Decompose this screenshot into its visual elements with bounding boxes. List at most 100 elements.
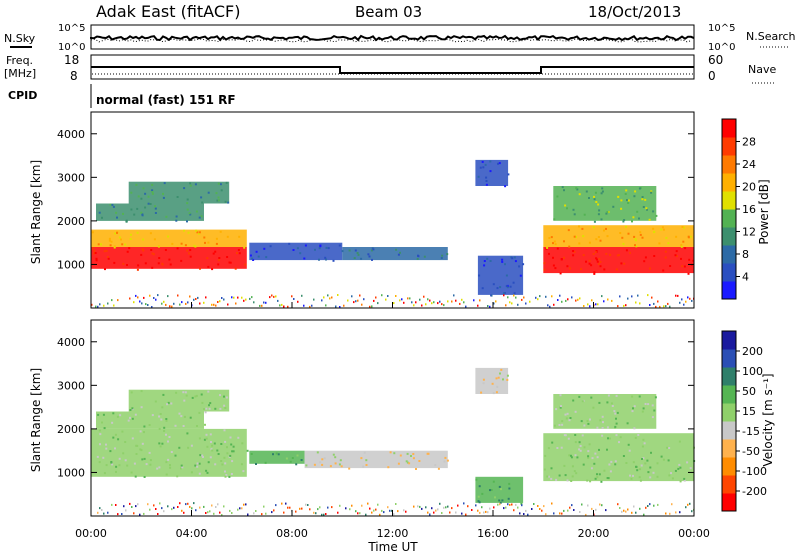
ground-scatter-cell [365,513,367,516]
scatter-cell [555,478,558,481]
scatter-cell [340,465,343,468]
ground-scatter-cell [147,304,149,306]
ground-scatter-cell [573,509,575,511]
scatter-cell [102,456,105,459]
ground-scatter-cell [463,301,465,304]
scatter-cell [614,425,617,428]
scatter-cell [614,412,617,415]
scatter-cell [103,427,106,430]
ground-scatter-cell [153,297,155,299]
scatter-cell [134,413,137,416]
scatter-cell [674,254,677,257]
ground-scatter-cell [683,303,685,306]
scatter-cell [107,257,110,260]
ground-scatter-cell [557,299,559,301]
x-tick-label: 08:00 [276,527,308,540]
ground-scatter-cell [633,505,635,508]
scatter-region [304,450,448,469]
scatter-cell [236,252,238,254]
scatter-cell [614,463,617,466]
scatter-cell [115,470,117,473]
scatter-cell [408,462,411,465]
scatter-cell [644,462,647,465]
scatter-cell [566,207,568,210]
scatter-cell [633,405,636,408]
scatter-cell [587,422,590,425]
ground-scatter-cell [691,299,693,302]
scatter-cell [98,461,101,464]
ground-scatter-cell [211,303,213,306]
scatter-cell [664,250,667,253]
scatter-cell [183,229,186,232]
scatter-cell [130,391,133,394]
scatter-cell [566,412,569,415]
scatter-cell [597,263,600,266]
scatter-cell [607,437,609,440]
scatter-cell [480,391,483,394]
scatter-cell [578,225,580,228]
scatter-cell [200,196,203,199]
ground-scatter-cell [505,304,507,307]
scatter-cell [653,255,656,257]
scatter-cell [613,410,616,413]
velocity-colorbar-swatch [722,421,736,440]
ground-scatter-cell [457,504,459,507]
scatter-cell [161,406,164,409]
scatter-cell [615,268,618,271]
scatter-cell [139,448,142,451]
ground-scatter-cell [349,508,351,511]
scatter-cell [513,292,516,295]
scatter-cell [505,285,508,288]
scatter-cell [501,260,504,263]
scatter-cell [656,462,659,465]
ground-scatter-cell [167,505,169,508]
scatter-cell [217,196,220,199]
ground-scatter-cell [511,302,513,305]
velocity-colorbar-swatch [722,385,736,404]
scatter-cell [99,433,102,436]
scatter-cell [98,211,101,214]
scatter-cell [572,250,575,252]
scatter-cell [600,218,603,221]
ground-scatter-cell [595,303,597,306]
scatter-cell [555,408,558,411]
ground-scatter-cell [177,506,179,508]
scatter-cell [610,402,613,405]
ground-scatter-cell [375,296,377,299]
scatter-cell [632,216,635,219]
scatter-cell [232,450,235,453]
scatter-cell [675,235,678,238]
scatter-cell [111,463,114,466]
scatter-cell [608,463,611,466]
ground-scatter-cell [663,305,665,308]
ground-scatter-cell [249,297,251,300]
ground-scatter-cell [339,504,341,507]
ground-scatter-cell [319,506,321,509]
scatter-cell [332,259,335,262]
ground-scatter-cell [533,503,535,505]
scatter-cell [198,472,201,475]
ground-scatter-cell [307,504,309,506]
ground-scatter-cell [591,507,593,510]
scatter-cell [638,395,641,398]
scatter-cell [190,444,193,447]
ground-scatter-cell [685,506,687,509]
scatter-cell [593,271,596,274]
ground-scatter-cell [369,507,371,510]
scatter-cell [224,462,227,465]
scatter-cell [588,262,591,265]
ground-scatter-cell [123,505,125,508]
power-colorbar-swatch [722,137,736,156]
ground-scatter-cell [391,509,393,512]
ground-scatter-cell [163,300,165,303]
scatter-cell [410,455,412,457]
scatter-cell [646,208,648,211]
ground-scatter-cell [617,305,619,308]
ground-scatter-cell [375,508,377,511]
scatter-cell [237,436,240,439]
scatter-cell [575,472,578,475]
scatter-cell [679,466,682,469]
ground-scatter-cell [385,298,387,301]
ground-scatter-cell [91,303,93,306]
ground-scatter-cell [373,299,375,302]
